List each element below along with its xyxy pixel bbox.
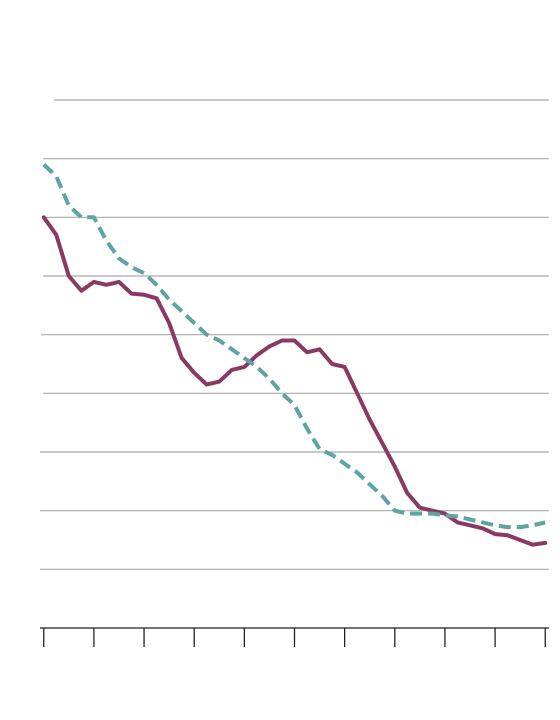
series-line-2 — [42, 163, 546, 530]
series-line-1 — [41, 215, 548, 547]
